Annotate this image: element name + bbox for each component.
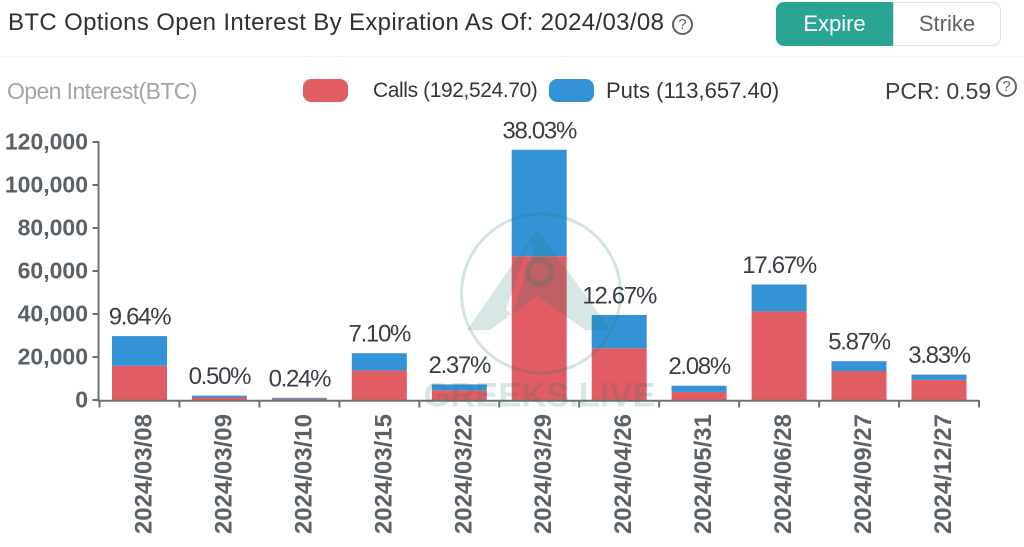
- svg-text:38.03%: 38.03%: [502, 117, 577, 144]
- svg-text:2024/06/28: 2024/06/28: [770, 414, 797, 534]
- svg-text:2024/03/29: 2024/03/29: [530, 414, 557, 534]
- svg-text:7.10%: 7.10%: [349, 321, 412, 348]
- svg-text:0: 0: [75, 387, 88, 413]
- svg-text:GREEKS.LIVE: GREEKS.LIVE: [424, 377, 656, 415]
- svg-text:5.87%: 5.87%: [828, 329, 891, 356]
- svg-text:3.83%: 3.83%: [908, 342, 971, 369]
- svg-text:2024/03/08: 2024/03/08: [131, 414, 158, 534]
- svg-text:2024/03/15: 2024/03/15: [370, 414, 397, 534]
- svg-text:9.64%: 9.64%: [109, 304, 172, 331]
- svg-text:17.67%: 17.67%: [742, 252, 817, 279]
- svg-text:40,000: 40,000: [18, 301, 88, 327]
- svg-text:2.08%: 2.08%: [668, 353, 731, 380]
- svg-text:2024/03/10: 2024/03/10: [290, 414, 317, 534]
- svg-text:2.37%: 2.37%: [429, 352, 492, 379]
- svg-text:60,000: 60,000: [18, 258, 88, 284]
- svg-text:2024/03/09: 2024/03/09: [210, 414, 237, 534]
- svg-text:80,000: 80,000: [18, 215, 88, 241]
- svg-text:2024/09/27: 2024/09/27: [850, 414, 877, 534]
- svg-text:2024/03/22: 2024/03/22: [450, 414, 477, 534]
- svg-text:2024/12/27: 2024/12/27: [930, 414, 957, 534]
- svg-text:2024/04/26: 2024/04/26: [610, 414, 637, 534]
- svg-text:12.67%: 12.67%: [582, 283, 657, 310]
- svg-text:120,000: 120,000: [5, 129, 88, 155]
- svg-text:20,000: 20,000: [18, 344, 88, 370]
- svg-text:100,000: 100,000: [5, 172, 88, 198]
- svg-text:2024/05/31: 2024/05/31: [690, 414, 717, 534]
- svg-text:0.50%: 0.50%: [189, 363, 252, 390]
- svg-text:0.24%: 0.24%: [269, 365, 332, 392]
